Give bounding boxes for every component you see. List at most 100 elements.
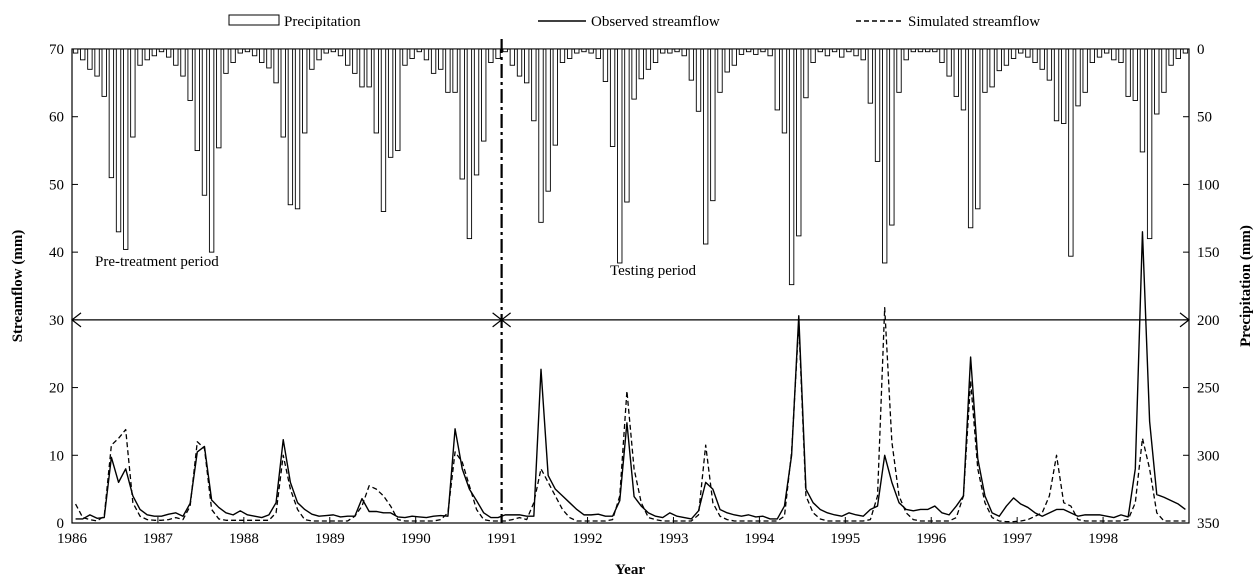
precipitation-bar bbox=[216, 48, 222, 149]
precipitation-bar bbox=[208, 48, 215, 253]
precipitation-bar bbox=[452, 48, 458, 93]
precipitation-bar bbox=[524, 48, 530, 84]
precipitation-bar bbox=[681, 48, 687, 57]
precipitation-bar bbox=[960, 48, 967, 111]
precipitation-bar bbox=[946, 48, 952, 77]
x-tick-label: 1994 bbox=[744, 531, 775, 547]
precipitation-bar bbox=[581, 48, 587, 53]
precipitation-bar bbox=[674, 48, 680, 53]
precipitation-bar bbox=[1010, 48, 1017, 59]
x-tick-label: 1989 bbox=[315, 531, 345, 547]
precipitation-bar bbox=[466, 48, 473, 240]
x-tick-label: 1998 bbox=[1088, 531, 1118, 547]
precipitation-bar bbox=[602, 48, 609, 82]
precipitation-bar bbox=[1103, 48, 1110, 54]
precipitation-bar bbox=[345, 48, 351, 66]
precipitation-bar bbox=[552, 48, 558, 146]
precipitation-bar bbox=[316, 48, 322, 61]
precipitation-bar bbox=[767, 48, 773, 57]
precipitation-bar bbox=[280, 48, 286, 138]
y-right-tick-label: 150 bbox=[1197, 245, 1220, 261]
precipitation-bar bbox=[846, 48, 852, 53]
precipitation-bar bbox=[989, 48, 995, 88]
precipitation-bar bbox=[996, 48, 1002, 72]
precipitation-bar bbox=[538, 48, 544, 223]
precipitation-bar bbox=[624, 48, 630, 203]
precipitation-bar bbox=[337, 48, 344, 57]
y-right-tick-label: 50 bbox=[1197, 110, 1212, 126]
precipitation-bar bbox=[982, 48, 988, 93]
precipitation-bar bbox=[94, 48, 100, 77]
precipitation-bar bbox=[781, 48, 788, 134]
precipitation-bar bbox=[1082, 48, 1088, 93]
precipitation-bar bbox=[366, 48, 372, 88]
y-right-tick-label: 100 bbox=[1197, 177, 1220, 193]
precipitation-bar bbox=[817, 48, 823, 53]
precipitation-bar bbox=[144, 48, 150, 61]
precipitation-bar bbox=[1146, 48, 1153, 240]
precipitation-bar bbox=[302, 48, 308, 134]
precipitation-bar bbox=[745, 48, 752, 53]
precipitation-bar bbox=[967, 48, 974, 229]
x-tick-label: 1986 bbox=[57, 531, 88, 547]
precipitation-bar bbox=[516, 48, 523, 77]
y-left-tick-label: 50 bbox=[49, 177, 64, 193]
pretreatment-arrowhead-left bbox=[71, 312, 82, 328]
precipitation-bar bbox=[87, 48, 93, 70]
precipitation-bar bbox=[194, 48, 200, 152]
precipitation-bar bbox=[566, 48, 573, 59]
precipitation-bar bbox=[201, 48, 208, 196]
precipitation-bar bbox=[294, 48, 301, 210]
y-left-tick-label: 60 bbox=[49, 110, 64, 126]
precipitation-bar bbox=[853, 48, 859, 57]
precipitation-bar bbox=[631, 48, 637, 100]
precipitation-bar bbox=[115, 48, 122, 233]
precipitation-bar bbox=[889, 48, 895, 226]
precipitation-bar bbox=[1003, 48, 1010, 66]
precipitation-bar bbox=[652, 48, 659, 63]
y-axis-right: 350 300 250 200 150 100 50 0 bbox=[1183, 42, 1220, 532]
y-axis-left-title: Streamflow (mm) bbox=[10, 230, 26, 343]
streamflow-lines bbox=[75, 231, 1186, 523]
testing-arrowhead-right bbox=[1179, 312, 1190, 328]
precipitation-bar bbox=[588, 48, 594, 54]
precipitation-bar bbox=[609, 48, 616, 147]
precipitation-bar bbox=[831, 48, 838, 53]
precipitation-bar bbox=[760, 48, 766, 53]
period-arrows bbox=[71, 312, 1190, 328]
x-axis-title: Year bbox=[615, 562, 645, 578]
precipitation-bar bbox=[910, 48, 916, 53]
precipitation-bar bbox=[459, 48, 465, 180]
precipitation-bar bbox=[395, 48, 401, 152]
precipitation-bar bbox=[502, 48, 508, 53]
precipitation-bar bbox=[695, 48, 702, 112]
precipitation-bar bbox=[1161, 48, 1167, 93]
precipitation-bar bbox=[1061, 48, 1067, 124]
precipitation-bar bbox=[839, 48, 845, 58]
precipitation-bar bbox=[595, 48, 601, 59]
precipitation-bar bbox=[1139, 48, 1146, 153]
precipitation-bar bbox=[1118, 48, 1124, 63]
precipitation-bar bbox=[731, 48, 737, 66]
precipitation-bar bbox=[352, 48, 358, 74]
precipitation-bar bbox=[101, 48, 107, 97]
y-right-tick-label: 250 bbox=[1197, 381, 1220, 397]
precipitation-bar bbox=[574, 48, 580, 54]
x-tick-label: 1995 bbox=[830, 531, 860, 547]
x-tick-label: 1991 bbox=[487, 531, 517, 547]
legend: Precipitation Observed streamflow Simula… bbox=[228, 14, 1040, 30]
plot-frame bbox=[71, 48, 1190, 524]
y-left-tick-label: 40 bbox=[49, 245, 64, 261]
x-tick-label: 1992 bbox=[573, 531, 603, 547]
precipitation-bar bbox=[917, 48, 924, 53]
precipitation-bar bbox=[330, 48, 337, 53]
precipitation-bar bbox=[545, 48, 551, 192]
y-axis-right-title: Precipitation (mm) bbox=[1238, 225, 1254, 347]
precipitation-bar bbox=[975, 48, 981, 210]
precipitation-bar bbox=[710, 48, 716, 202]
precipitation-bar bbox=[72, 48, 79, 54]
precipitation-bar bbox=[788, 48, 795, 286]
precipitation-bar bbox=[1175, 48, 1181, 59]
precipitation-bar bbox=[187, 48, 193, 101]
precipitation-bar bbox=[703, 48, 709, 245]
